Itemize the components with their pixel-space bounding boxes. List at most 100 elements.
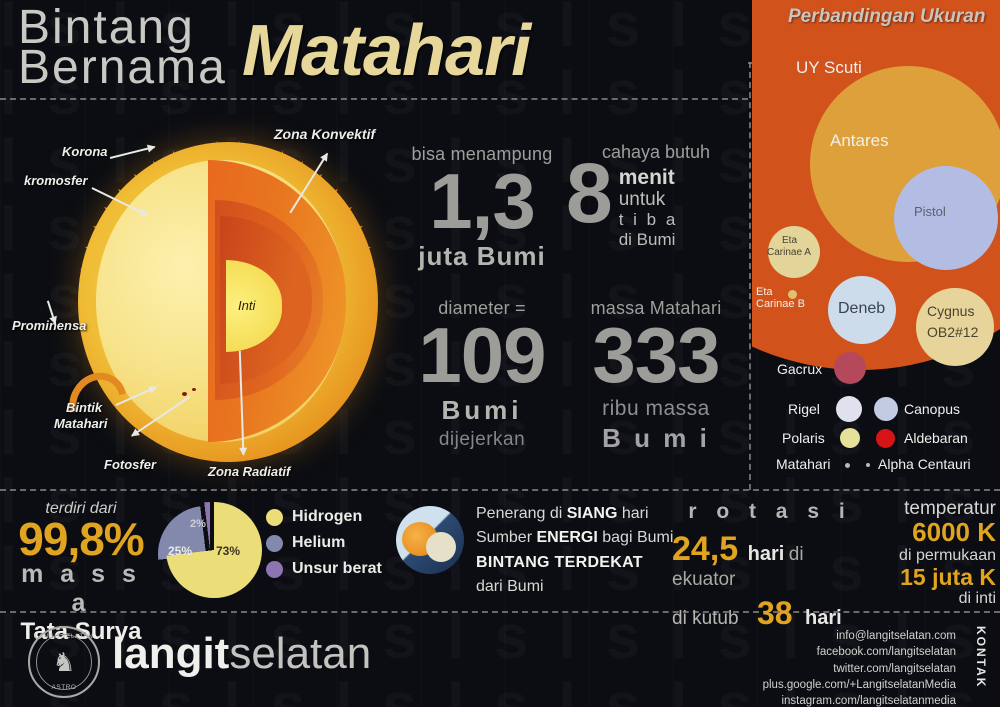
star-label-eta-carinae-a-line1: Eta bbox=[782, 235, 798, 246]
contact-instagram[interactable]: instagram.com/langitselatanmedia bbox=[781, 695, 956, 707]
composition-percent-value: 99,8% bbox=[18, 513, 144, 565]
star-circle-deneb bbox=[828, 276, 896, 344]
stat-diameter-caption: diameter = bbox=[438, 298, 526, 318]
star-circle-pistol bbox=[894, 166, 998, 270]
fact-2-suffix: bagi Bumi bbox=[597, 529, 674, 547]
rotation-pole-where: di kutub bbox=[672, 608, 739, 629]
label-korona: Korona bbox=[62, 144, 108, 159]
star-label-gacrux: Gacrux bbox=[777, 361, 823, 377]
fact-line-3: BINTANG TERDEKAT bbox=[476, 553, 643, 571]
star-label-eta-carinae-b-line2: Carinae B bbox=[756, 298, 805, 310]
stat-diameter-value: 109 bbox=[418, 311, 546, 399]
star-label-polaris: Polaris bbox=[782, 430, 825, 446]
facts-list: Penerang di SIANG hari Sumber ENERGI bag… bbox=[476, 502, 673, 599]
stat-light-time-caption: cahaya butuh bbox=[601, 142, 711, 162]
divider-top-horizontal bbox=[0, 98, 748, 100]
star-label-uy-scuti: UY Scuti bbox=[796, 58, 862, 77]
sun-core-label: Inti bbox=[238, 298, 256, 313]
composition-massa-label: m a s s a bbox=[21, 560, 141, 618]
composition-pie-chart: 73% 25% 2% bbox=[150, 500, 262, 602]
star-circle-canopus bbox=[874, 397, 898, 421]
legend-item-helium: Helium bbox=[266, 534, 382, 552]
temperature-core-value: 15 juta K bbox=[900, 564, 996, 591]
star-label-eta-carinae-a-line2: Carinae A bbox=[767, 247, 811, 258]
contact-list: info@langitselatan.com facebook.com/lang… bbox=[763, 628, 956, 707]
title-line-bernama: Bernama bbox=[18, 41, 227, 94]
star-circle-gacrux bbox=[834, 352, 866, 384]
pie-label-hidrogen: 73% bbox=[216, 544, 241, 558]
star-label-cygnus-line2: OB2#12 bbox=[927, 324, 979, 340]
title-line-bintang: Bintang bbox=[18, 1, 195, 54]
temperature-surface-where: di permukaan bbox=[899, 546, 996, 564]
fact-1-emphasis: SIANG bbox=[566, 505, 618, 522]
langitselatan-seal-logo: LANGITSELATAN ASTRO ♞ bbox=[28, 626, 100, 698]
label-zona-konvektif: Zona Konvektif bbox=[274, 126, 376, 142]
stat-light-time-l2: untuk bbox=[618, 189, 666, 211]
legend-item-hidrogen: Hidrogen bbox=[266, 508, 382, 526]
seal-text: LANGITSELATAN ASTRO bbox=[30, 628, 98, 696]
stat-light-time-l3: t i b a bbox=[618, 210, 678, 230]
temperature-core-where: di inti bbox=[958, 589, 996, 607]
star-label-deneb: Deneb bbox=[838, 300, 886, 317]
stat-mass-unit: ribu massa bbox=[602, 396, 710, 420]
fact-1-suffix: hari bbox=[617, 505, 649, 522]
stat-diameter: diameter = 109 Bumi dijejerkan bbox=[392, 298, 572, 451]
fact-line-2: Sumber ENERGI bagi Bumi bbox=[476, 526, 673, 550]
pie-label-unsur-berat: 2% bbox=[190, 518, 206, 530]
stat-mass-caption: massa Matahari bbox=[590, 298, 722, 318]
stat-light-time-unit: menit bbox=[618, 166, 675, 189]
fact-line-4: dari Bumi bbox=[476, 577, 544, 595]
label-kromosfer: kromosfer bbox=[24, 173, 88, 188]
star-circle-aldebaran bbox=[876, 429, 895, 448]
label-zona-radiatif: Zona Radiatif bbox=[208, 464, 291, 479]
footer: LANGITSELATAN ASTRO ♞ langitselatan info… bbox=[0, 612, 1000, 707]
star-label-rigel: Rigel bbox=[788, 401, 820, 417]
horse-rider-icon: ♞ bbox=[52, 647, 76, 677]
stat-capacity: bisa menampung 1,3 juta Bumi bbox=[392, 144, 572, 272]
moon-icon bbox=[426, 532, 456, 562]
rotation-pole-unit: hari bbox=[805, 607, 842, 629]
divider-right-vertical bbox=[749, 62, 751, 490]
legend-item-unsur-berat: Unsur berat bbox=[266, 560, 382, 578]
day-night-icon bbox=[396, 506, 464, 574]
rotation-equator-unit: hari bbox=[747, 543, 785, 565]
star-label-eta-carinae-b-line1: Eta bbox=[756, 286, 773, 298]
stat-diameter-unit: Bumi bbox=[441, 394, 523, 425]
rotation-header: r o t a s i bbox=[688, 500, 852, 523]
stat-mass-note: B u m i bbox=[602, 422, 710, 453]
pie-label-helium: 25% bbox=[168, 544, 193, 558]
star-label-matahari: Matahari bbox=[776, 456, 831, 472]
star-circle-polaris bbox=[840, 428, 860, 448]
label-bintik-matahari-line1: Bintik bbox=[66, 400, 103, 415]
fact-line-1: Penerang di SIANG hari bbox=[476, 502, 673, 526]
size-comparison-panel: Perbandingan Ukuran UY Scuti Antares Pis… bbox=[752, 0, 1000, 488]
pie-slice-hidrogen bbox=[166, 502, 262, 598]
stat-mass: massa Matahari 333 ribu massa B u m i bbox=[566, 298, 746, 454]
label-prominensa: Prominensa bbox=[12, 318, 87, 333]
legend-swatch-unsur-berat bbox=[266, 560, 283, 578]
temperature-header: temperatur bbox=[904, 498, 996, 519]
divider-bottom-band-top bbox=[0, 489, 1000, 491]
bottom-facts-band: terdiri dari 99,8% m a s s a Tata Surya … bbox=[0, 492, 1000, 645]
stat-diameter-note: dijejerkan bbox=[438, 428, 526, 450]
page-title: Bintang Bernama Matahari bbox=[14, 2, 734, 98]
contact-facebook[interactable]: facebook.com/langitselatan bbox=[816, 646, 956, 659]
brand-wordmark: langitselatan bbox=[112, 632, 371, 676]
stat-light-time-value: 8 bbox=[566, 146, 613, 240]
temperature-block: temperatur 6000 K di permukaan 15 juta K… bbox=[876, 498, 996, 608]
star-circle-rigel bbox=[836, 396, 862, 422]
star-label-canopus: Canopus bbox=[904, 401, 961, 417]
fact-2-emphasis: ENERGI bbox=[536, 529, 598, 547]
contact-twitter[interactable]: twitter.com/langitselatan bbox=[833, 662, 956, 675]
star-label-alpha-centauri: Alpha Centauri bbox=[878, 456, 971, 472]
contact-googleplus[interactable]: plus.google.com/+LangitselatanMedia bbox=[762, 678, 956, 691]
legend-label-unsur-berat: Unsur berat bbox=[292, 560, 382, 577]
star-circle-cygnus-ob2-12 bbox=[916, 288, 994, 366]
seal-inner-ring bbox=[36, 634, 92, 690]
fact-2-prefix: Sumber bbox=[476, 529, 537, 547]
rotation-equator-value: 24,5 bbox=[672, 530, 739, 568]
star-circle-alpha-centauri bbox=[866, 463, 870, 467]
legend-label-hidrogen: Hidrogen bbox=[292, 508, 363, 525]
contact-email[interactable]: info@langitselatan.com bbox=[836, 630, 956, 642]
